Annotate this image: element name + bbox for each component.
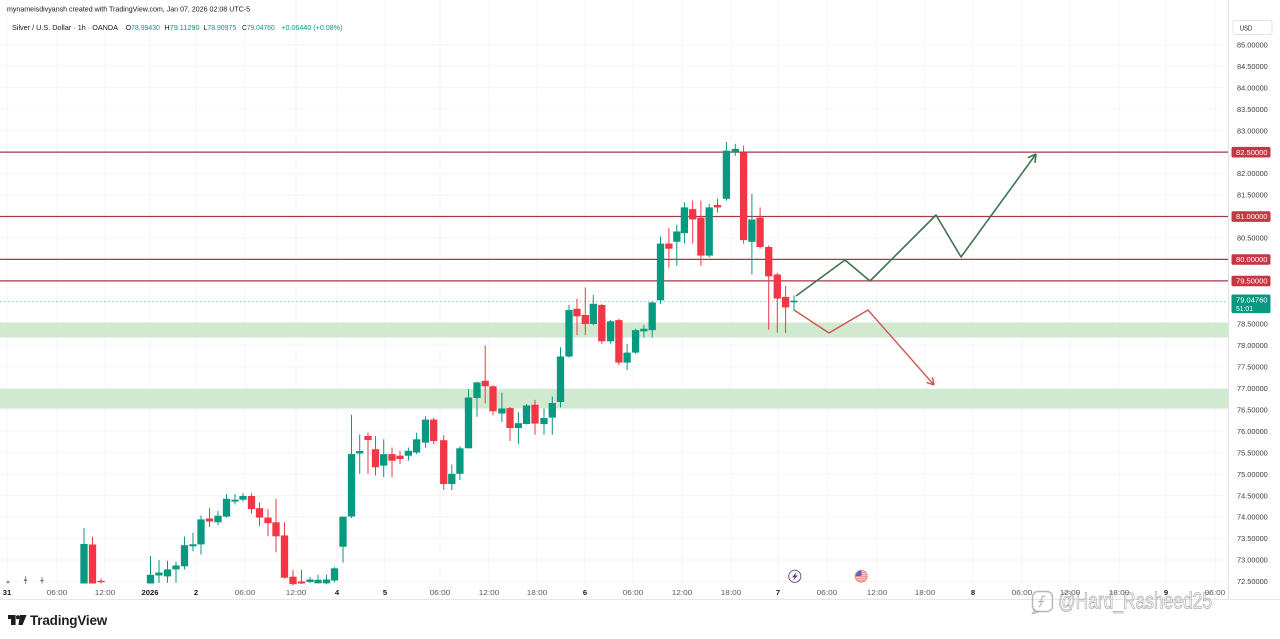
- svg-text:06:00: 06:00: [235, 588, 256, 597]
- svg-text:76.50000: 76.50000: [1237, 405, 1268, 414]
- svg-text:77.00000: 77.00000: [1237, 384, 1268, 393]
- svg-text:06:00: 06:00: [623, 588, 644, 597]
- svg-text:C79.04760: C79.04760: [242, 23, 275, 32]
- svg-text:9: 9: [1164, 588, 1168, 597]
- svg-text:mynameisdivyansh created with: mynameisdivyansh created with TradingVie…: [7, 4, 250, 13]
- svg-text:06:00: 06:00: [430, 588, 451, 597]
- svg-text:12:00: 12:00: [672, 588, 693, 597]
- svg-text:06:00: 06:00: [1205, 588, 1226, 597]
- svg-text:51:01: 51:01: [1236, 304, 1253, 313]
- svg-text:31: 31: [3, 588, 12, 597]
- svg-text:6: 6: [583, 588, 587, 597]
- svg-text:75.00000: 75.00000: [1237, 470, 1268, 479]
- svg-text:2026: 2026: [142, 588, 159, 597]
- svg-text:18:00: 18:00: [1109, 588, 1130, 597]
- svg-text:Silver / U.S. Dollar · 1h · OA: Silver / U.S. Dollar · 1h · OANDA: [12, 23, 119, 32]
- svg-text:73.50000: 73.50000: [1237, 534, 1268, 543]
- svg-text:74.50000: 74.50000: [1237, 491, 1268, 500]
- svg-text:84.50000: 84.50000: [1237, 62, 1268, 71]
- svg-text:12:00: 12:00: [95, 588, 116, 597]
- svg-text:79.04760: 79.04760: [1236, 295, 1268, 304]
- svg-text:79.50000: 79.50000: [1236, 277, 1268, 286]
- svg-text:18:00: 18:00: [527, 588, 548, 597]
- svg-text:73.00000: 73.00000: [1237, 556, 1268, 565]
- svg-text:12:00: 12:00: [286, 588, 307, 597]
- svg-text:78.50000: 78.50000: [1237, 320, 1268, 329]
- svg-text:83.00000: 83.00000: [1237, 126, 1268, 135]
- svg-text:84.00000: 84.00000: [1237, 83, 1268, 92]
- svg-text:TradingView: TradingView: [30, 613, 108, 628]
- svg-text:77.50000: 77.50000: [1237, 362, 1268, 371]
- svg-text:06:00: 06:00: [47, 588, 68, 597]
- svg-text:18:00: 18:00: [721, 588, 742, 597]
- svg-text:82.50000: 82.50000: [1236, 148, 1268, 157]
- svg-text:2: 2: [194, 588, 198, 597]
- svg-text:72.50000: 72.50000: [1237, 577, 1268, 586]
- svg-text:82.00000: 82.00000: [1237, 169, 1268, 178]
- svg-text:80.50000: 80.50000: [1237, 234, 1268, 243]
- svg-text:85.00000: 85.00000: [1237, 40, 1268, 49]
- svg-text:75.50000: 75.50000: [1237, 448, 1268, 457]
- svg-text:18:00: 18:00: [915, 588, 936, 597]
- svg-text:O78.99430: O78.99430: [126, 23, 160, 32]
- svg-text:8: 8: [971, 588, 975, 597]
- svg-text:76.00000: 76.00000: [1237, 427, 1268, 436]
- svg-text:+0.06440 (+0.08%): +0.06440 (+0.08%): [281, 23, 343, 32]
- svg-text:06:00: 06:00: [817, 588, 838, 597]
- svg-text:06:00: 06:00: [1012, 588, 1033, 597]
- svg-text:USD: USD: [1240, 23, 1253, 32]
- svg-text:H79.11290: H79.11290: [164, 23, 199, 32]
- svg-text:L78.90975: L78.90975: [204, 23, 237, 32]
- svg-text:7: 7: [776, 588, 780, 597]
- svg-text:12:00: 12:00: [479, 588, 500, 597]
- svg-text:83.50000: 83.50000: [1237, 105, 1268, 114]
- svg-text:81.50000: 81.50000: [1237, 191, 1268, 200]
- svg-text:12:00: 12:00: [1060, 588, 1081, 597]
- svg-text:78.00000: 78.00000: [1237, 341, 1268, 350]
- svg-text:80.00000: 80.00000: [1236, 255, 1268, 264]
- svg-text:81.00000: 81.00000: [1236, 212, 1268, 221]
- svg-text:4: 4: [335, 588, 340, 597]
- svg-text:@Hard_Rasheed25: @Hard_Rasheed25: [1058, 588, 1212, 614]
- svg-text:74.00000: 74.00000: [1237, 513, 1268, 522]
- svg-text:5: 5: [383, 588, 388, 597]
- svg-text:12:00: 12:00: [867, 588, 888, 597]
